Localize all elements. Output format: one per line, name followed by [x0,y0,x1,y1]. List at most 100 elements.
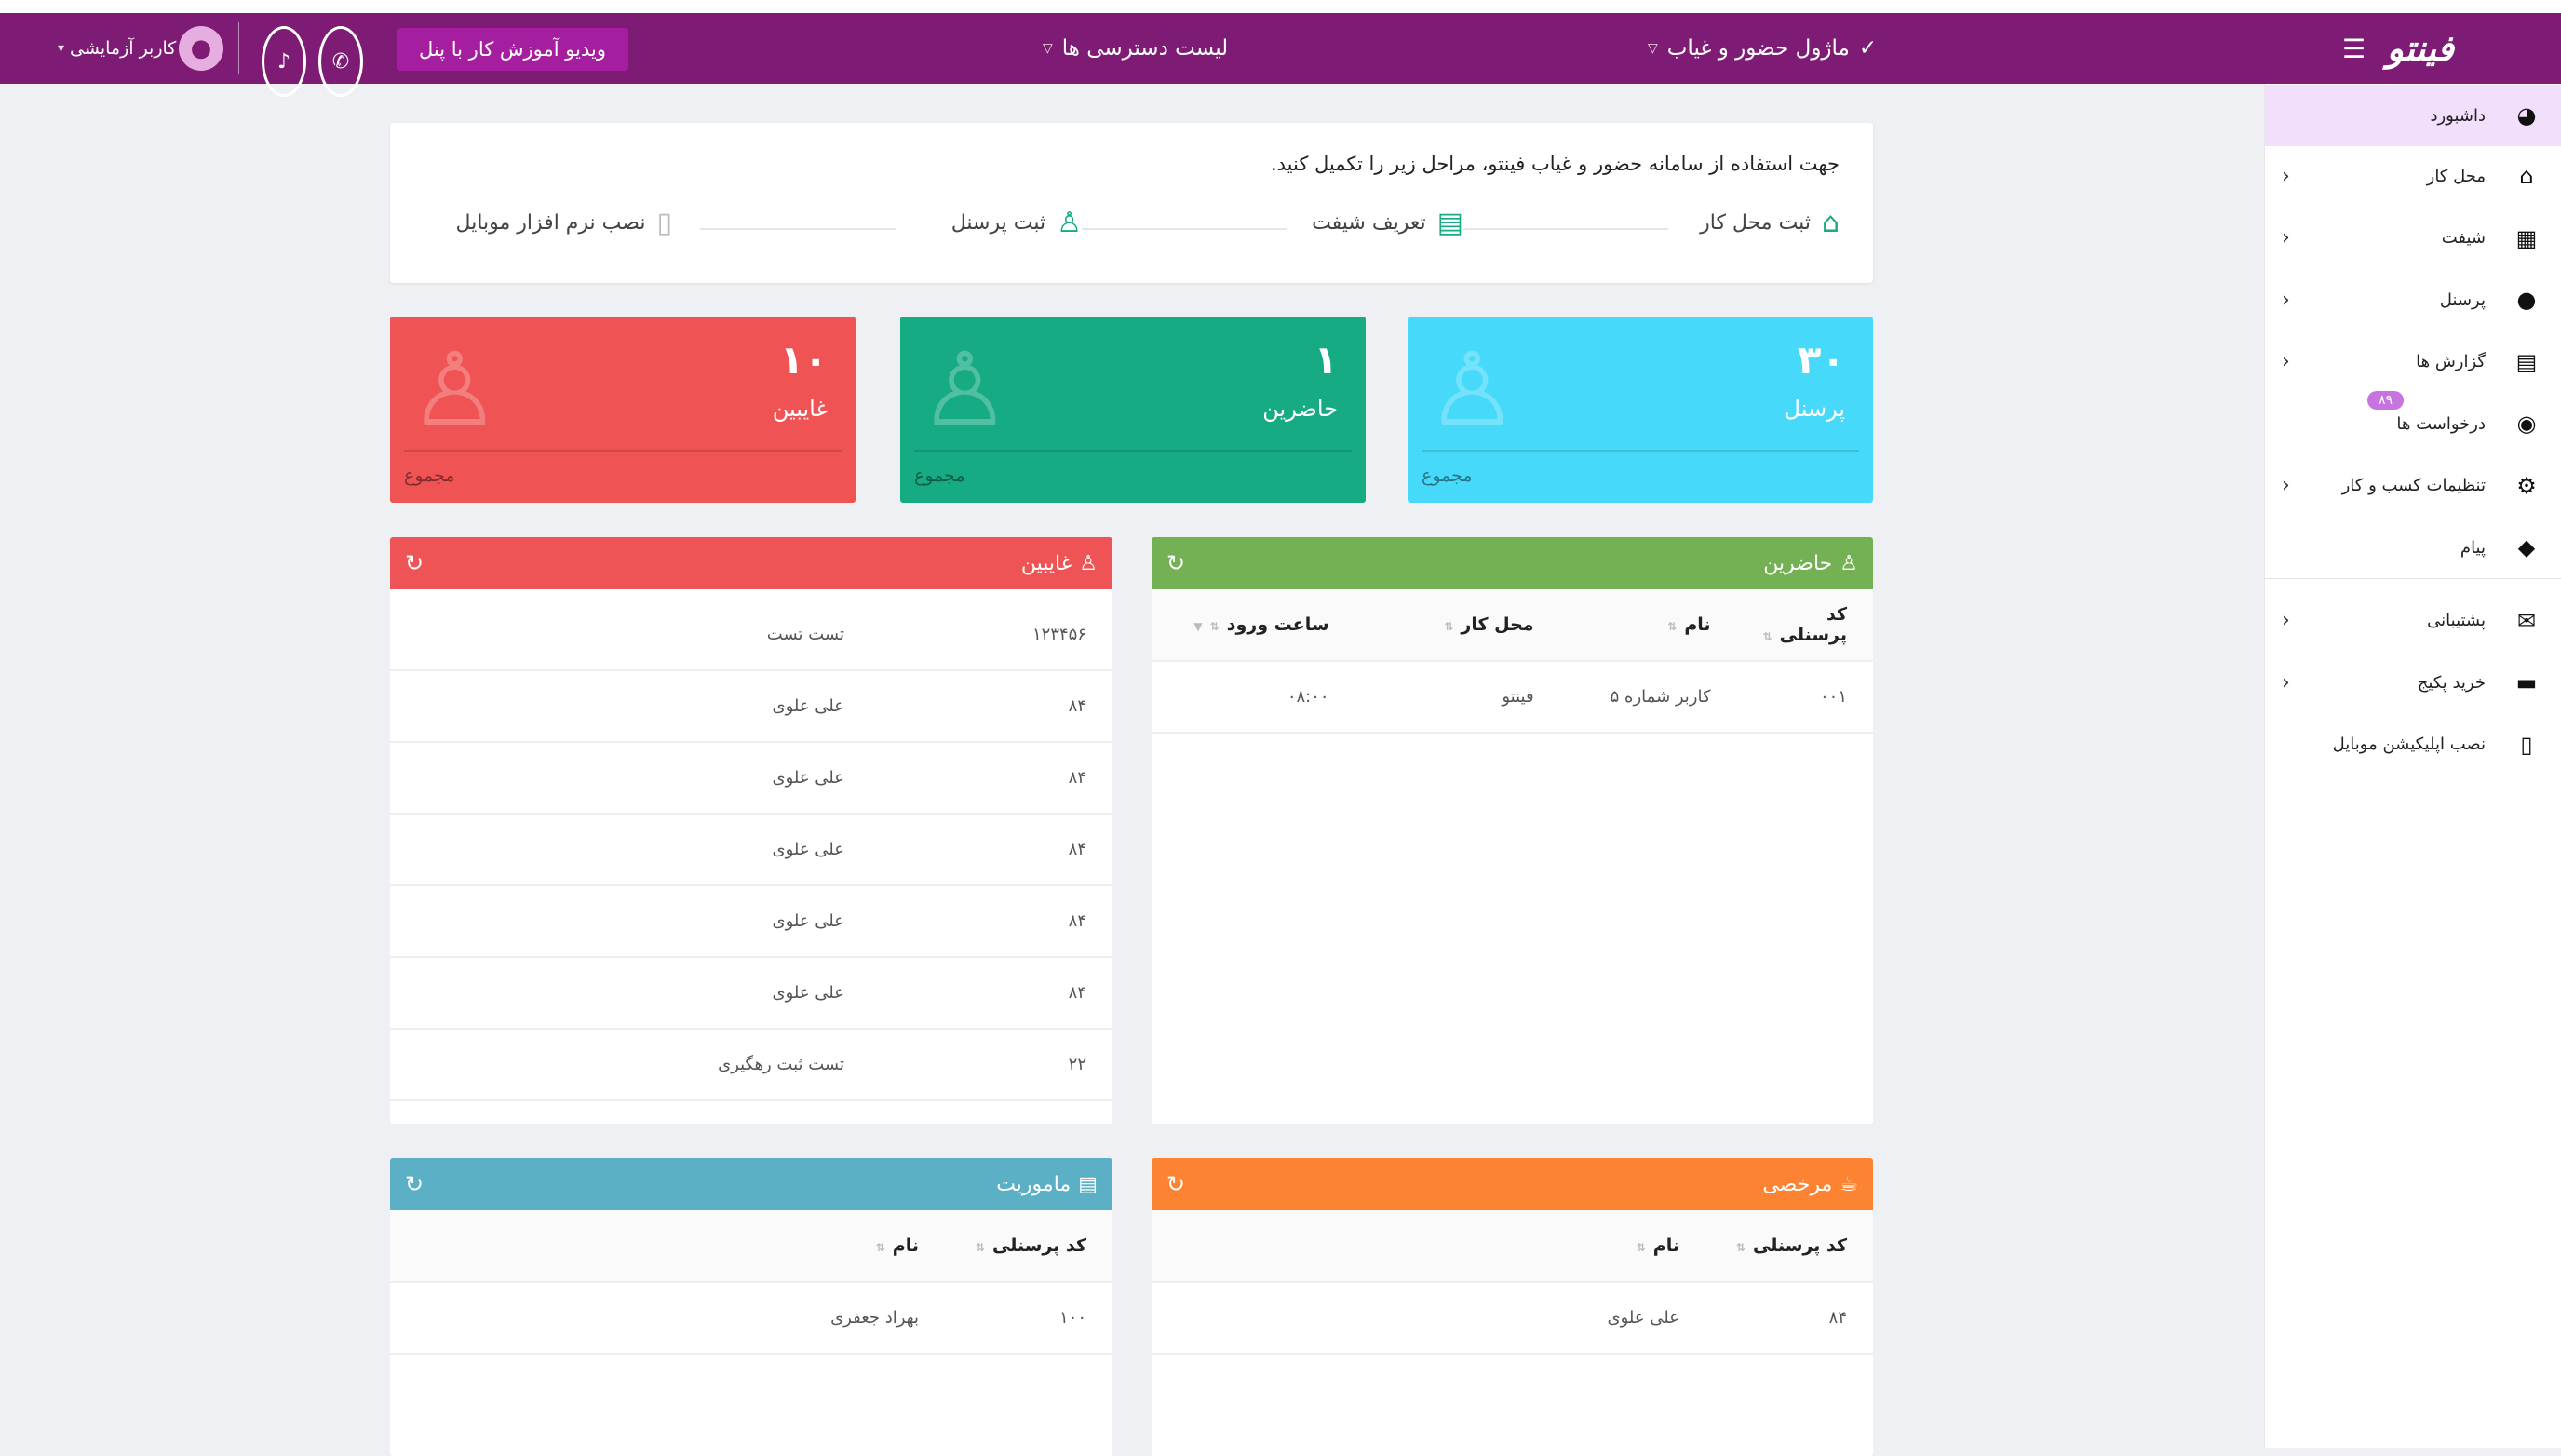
column-header[interactable]: کد پرسنلی ⇅ [1736,589,1873,662]
table-cell [390,599,499,671]
present-table: کد پرسنلی ⇅ نام ⇅ محل کار ⇅ ساعت ورود ⇅ ▼ ۰۰۱ کارب… [1152,589,1873,734]
table-row[interactable]: ۸۴ علی علوی [390,742,1112,815]
sidebar: ◕ داشبورد ⌂ محل کار ‹ ▦ شیفت ‹ ● پرسنل ‹ ▤ گزارش ها ‹… [2264,84,2561,1448]
sort-icon[interactable]: ⇅ [875,1241,885,1254]
setup-step[interactable]: ♙ ثبت پرسنل [951,207,1082,239]
users-icon: ♙ [1426,330,1518,450]
column-header[interactable]: نام ⇅ [1445,1210,1705,1283]
count-badge: ۸۹ [2367,391,2405,410]
setup-step[interactable]: ▯ نصب نرم افزار موبایل [456,207,672,239]
menu-toggle-icon[interactable]: ☰ [2341,33,2366,64]
table-row[interactable]: ۰۰۱ کاربر شماره ۵ فینتو ۰۸:۰۰ [1152,661,1873,734]
column-header[interactable]: ساعت ورود ⇅ ▼ [1152,589,1355,662]
table-row[interactable]: ۸۴ علی علوی [390,670,1112,743]
table-cell [390,1282,684,1355]
sidebar-item[interactable]: ✉ پشتیبانی ‹ [2265,590,2561,652]
refresh-icon[interactable]: ↻ [1166,550,1186,576]
column-header[interactable]: نام ⇅ [684,1210,945,1283]
home-icon: ⌂ [2519,163,2534,189]
column-label: کد پرسنلی [991,1235,1086,1256]
chevron-left-icon[interactable]: ‹ [2282,609,2290,632]
table-row[interactable]: ۸۴ علی علوی [390,814,1112,886]
sidebar-item-label: نصب اپلیکیشن موبایل [2332,735,2486,754]
setup-step[interactable]: ▤ تعریف شیفت [1312,207,1463,239]
setup-step[interactable]: ⌂ ثبت محل کار [1700,207,1840,239]
column-label: نام [892,1235,919,1256]
sort-icon[interactable]: ⇅ [1209,620,1220,633]
table-cell: تست ثبت رهگیری [498,1029,870,1101]
panel-title-wrap: ▤ ماموریت [996,1173,1098,1196]
chevron-left-icon[interactable]: ‹ [2282,288,2290,312]
sidebar-item[interactable]: ⚙ تنظیمات کسب و کار ‹ [2265,455,2561,517]
sidebar-item[interactable]: ▤ گزارش ها ‹ [2265,331,2561,393]
sort-icon[interactable]: ⇅ [1762,630,1772,643]
chevron-left-icon[interactable]: ‹ [2282,670,2290,694]
refresh-icon[interactable]: ↻ [405,550,425,576]
bell-icon[interactable]: ♪ [262,26,306,97]
sort-icon[interactable]: ⇅ [1636,1241,1646,1254]
table-row[interactable]: ۱۰۰ بهراد جعفری [390,1282,1112,1355]
stopwatch-icon: ◉ [2516,411,2537,437]
sort-icon[interactable]: ⇅ [1667,620,1678,633]
table-row[interactable]: ۸۴ علی علوی [1152,1282,1873,1355]
table-row[interactable]: ۸۴ علی علوی [390,885,1112,958]
sidebar-item[interactable]: ▬ خرید پکیج ‹ [2265,652,2561,713]
divider [914,450,1352,452]
sidebar-item[interactable]: ◆ پیام [2265,517,2561,578]
table-cell: ۸۴ [870,742,1112,815]
access-list-dropdown[interactable]: ▽ لیست دسترسی ها [1043,13,1228,84]
chevron-left-icon[interactable]: ‹ [2282,226,2290,249]
logo[interactable]: فینتو [2386,28,2454,69]
user-minus-icon: ♙ [1079,551,1098,575]
stat-card[interactable]: ♙ ۱ حاضرین مجموع [900,317,1366,503]
mission-table: کد پرسنلی ⇅ نام ⇅ ۱۰۰ بهراد جعفری [390,1210,1112,1355]
avatar[interactable]: ● [179,26,223,71]
filter-icon[interactable]: ▼ [1193,620,1203,633]
user-menu[interactable]: ▾ کاربر آزمایشی [58,13,176,84]
column-label: ساعت ورود [1226,614,1329,635]
stat-footer: مجموع [404,465,455,486]
panel-title-wrap: ☕ مرخصی [1762,1173,1858,1196]
column-header[interactable]: نام ⇅ [1559,589,1737,662]
refresh-icon[interactable]: ↻ [405,1171,425,1197]
column-header[interactable]: محل کار ⇅ [1355,589,1560,662]
sidebar-item[interactable]: ◉ درخواست ها ۸۹ [2265,391,2561,454]
column-label: کد پرسنلی [1779,604,1847,645]
sidebar-item-label: پیام [2460,537,2486,558]
table-cell: ۰۰۱ [1736,661,1873,734]
sidebar-divider [2265,578,2561,579]
sidebar-item[interactable]: ● پرسنل ‹ [2265,269,2561,330]
chevron-left-icon[interactable]: ‹ [2282,350,2290,373]
table-row[interactable]: ۱۲۳۴۵۶ تست تست [390,599,1112,671]
refresh-icon[interactable]: ↻ [1166,1171,1186,1197]
stat-value: ۱۰ [779,337,828,383]
sort-icon[interactable]: ⇅ [975,1241,985,1254]
column-header[interactable]: کد پرسنلی ⇅ [1705,1210,1873,1283]
gears-icon: ⚙ [2516,472,2537,499]
calendar-icon: ▦ [2515,224,2538,251]
sidebar-item-label: پرسنل [2439,290,2486,310]
video-tutorial-button[interactable]: ویدیو آموزش کار با پنل [397,28,628,71]
table-cell: علی علوی [498,957,870,1030]
sidebar-item[interactable]: ◕ داشبورد [2265,85,2561,146]
table-row[interactable]: ۸۴ علی علوی [390,957,1112,1030]
chevron-left-icon[interactable]: ‹ [2282,474,2290,497]
stat-card[interactable]: ♙ ۳۰ پرسنل مجموع [1408,317,1873,503]
caret-down-icon: ▾ [58,41,65,56]
divider [238,22,239,74]
table-row[interactable]: ۲۲ تست ثبت رهگیری [390,1029,1112,1101]
chevron-left-icon[interactable]: ‹ [2282,164,2290,188]
phone-icon[interactable]: ✆ [318,26,363,97]
sort-icon[interactable]: ⇅ [1444,620,1454,633]
column-header[interactable]: کد پرسنلی ⇅ [945,1210,1112,1283]
sidebar-item[interactable]: ⌂ محل کار ‹ [2265,145,2561,207]
sidebar-item[interactable]: ▦ شیفت ‹ [2265,208,2561,269]
module-dropdown[interactable]: ▽ ماژول حضور و غیاب ✓ [1648,13,1877,84]
stat-value: ۱ [1314,337,1338,383]
stat-label: حاضرین [1262,396,1338,422]
table-cell: کاربر شماره ۵ [1559,661,1737,734]
sort-icon[interactable]: ⇅ [1735,1241,1746,1254]
stat-card[interactable]: ♙ ۱۰ غایبین مجموع [390,317,856,503]
sidebar-item[interactable]: ▯ نصب اپلیکیشن موبایل [2265,714,2561,775]
table-cell [390,814,499,886]
